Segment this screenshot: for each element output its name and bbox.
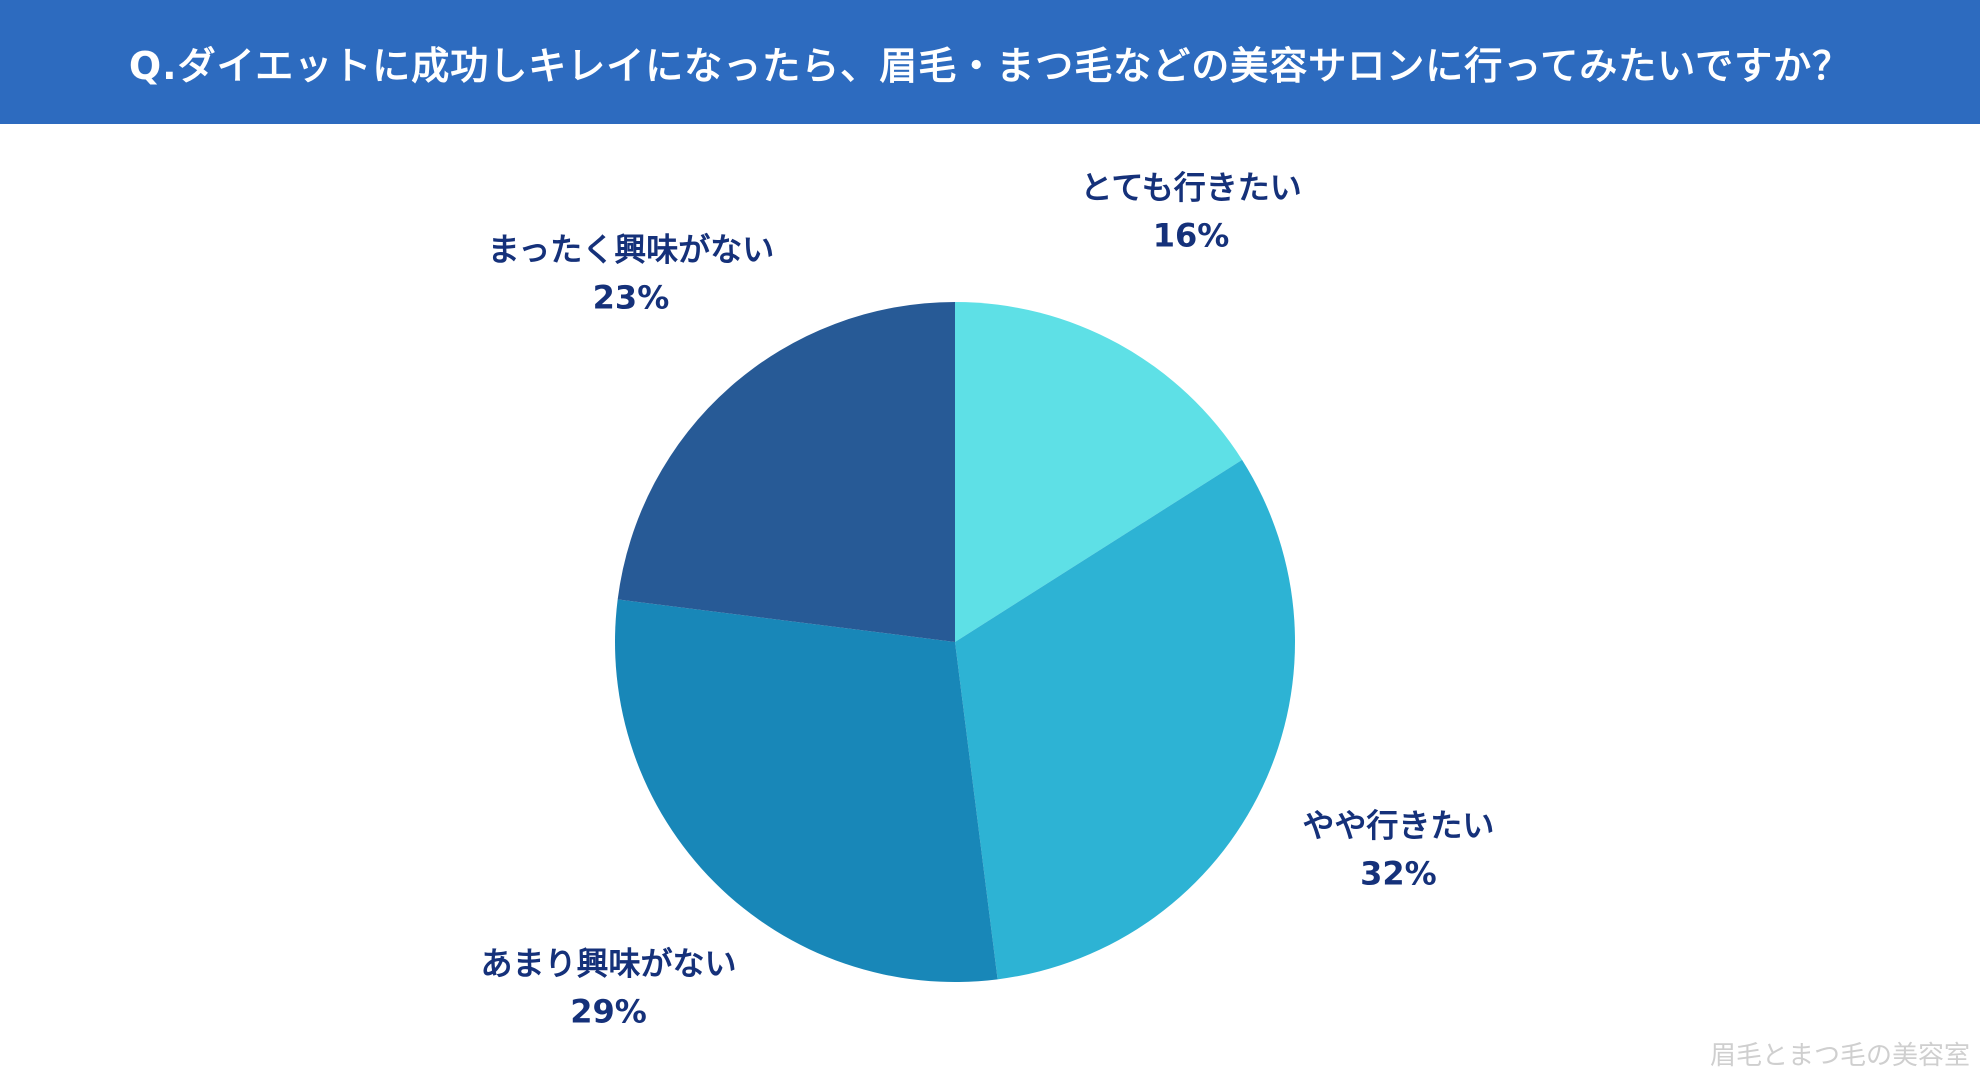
slice-1-label: とても行きたい bbox=[1080, 169, 1301, 207]
slice-4-label: まったく興味がない bbox=[488, 230, 775, 268]
slice-3-wedge bbox=[614, 599, 998, 982]
question-title: Q.ダイエットに成功しキレイになったら、眉毛・まつ毛などの美容サロンに行ってみた… bbox=[128, 43, 1852, 88]
slice-4-percent: 23% bbox=[593, 278, 670, 316]
watermark: 眉毛とまつ毛の美容室 bbox=[1709, 1041, 1970, 1071]
slice-2-percent: 32% bbox=[1360, 855, 1437, 893]
slice-1-wedge bbox=[955, 302, 1243, 642]
slice-2-wedge bbox=[955, 459, 1295, 980]
slice-3-percent: 29% bbox=[570, 992, 647, 1030]
header-bar: Q.ダイエットに成功しキレイになったら、眉毛・まつ毛などの美容サロンに行ってみた… bbox=[0, 0, 1980, 124]
slice-1-percent: 16% bbox=[1153, 217, 1230, 255]
slice-4-wedge bbox=[617, 302, 955, 642]
slice-2-label: やや行きたい bbox=[1302, 807, 1494, 845]
slice-3-label: あまり興味がない bbox=[481, 944, 737, 982]
pie-chart: とても行きたい 16% やや行きたい 32% あまり興味がない 29% まったく興味がない 2… bbox=[481, 169, 1495, 1031]
